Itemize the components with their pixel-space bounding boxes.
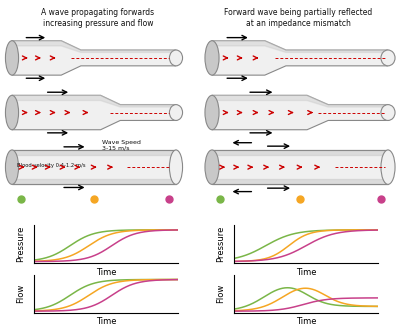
Y-axis label: Pressure: Pressure [16, 226, 25, 262]
Ellipse shape [381, 150, 395, 184]
Ellipse shape [381, 50, 395, 66]
Polygon shape [12, 41, 176, 75]
Ellipse shape [170, 50, 182, 66]
Ellipse shape [170, 105, 182, 120]
Y-axis label: Flow: Flow [16, 284, 25, 304]
Y-axis label: Pressure: Pressure [216, 226, 225, 262]
Text: A wave propagating forwards
increasing pressure and flow: A wave propagating forwards increasing p… [42, 8, 154, 28]
Polygon shape [212, 41, 388, 75]
Ellipse shape [6, 150, 18, 184]
Polygon shape [212, 95, 388, 107]
Ellipse shape [6, 41, 18, 75]
X-axis label: Time: Time [96, 317, 116, 326]
Polygon shape [212, 41, 388, 52]
X-axis label: Time: Time [296, 268, 316, 277]
Polygon shape [12, 95, 176, 107]
Y-axis label: Flow: Flow [216, 284, 225, 304]
X-axis label: Time: Time [96, 268, 116, 277]
Ellipse shape [6, 95, 18, 130]
Ellipse shape [381, 105, 395, 120]
Polygon shape [212, 95, 388, 130]
Ellipse shape [205, 41, 219, 75]
Ellipse shape [205, 95, 219, 130]
X-axis label: Time: Time [296, 317, 316, 326]
Polygon shape [12, 41, 176, 52]
Ellipse shape [205, 150, 219, 184]
Text: Wave Speed
3-15 m/s: Wave Speed 3-15 m/s [102, 140, 141, 150]
Polygon shape [12, 95, 176, 130]
Text: Blood velocity 0.4-1.2 m/s: Blood velocity 0.4-1.2 m/s [17, 163, 86, 168]
Text: Forward wave being partially reflected
at an impedance mismatch: Forward wave being partially reflected a… [224, 8, 372, 28]
Ellipse shape [170, 150, 182, 184]
